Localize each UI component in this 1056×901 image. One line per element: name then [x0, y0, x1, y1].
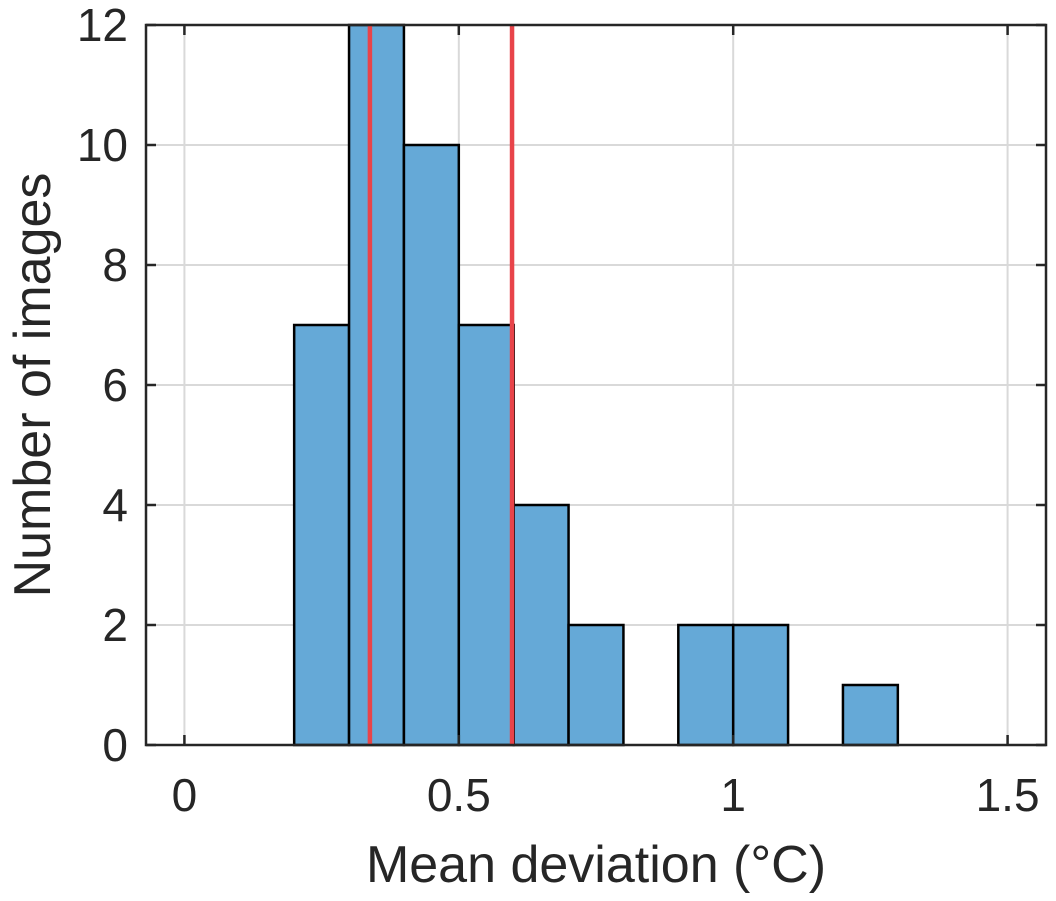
histogram-bar-2	[402, 143, 461, 747]
histogram-bar-5	[567, 623, 625, 747]
axis-ticks	[146, 23, 1046, 747]
y-tick-label-5: 10	[77, 119, 128, 171]
histogram-bar-7	[731, 623, 790, 747]
y-axis-label: Number of images	[4, 173, 62, 598]
histogram-bars	[292, 23, 900, 747]
x-tick-label-1: 0.5	[427, 769, 491, 821]
x-tick-label-0: 0	[172, 769, 198, 821]
y-tick-label-0: 0	[102, 719, 128, 771]
y-tick-labels: 0 2 4 6 8 10 12	[77, 0, 128, 771]
histogram-bar-8	[841, 683, 900, 747]
x-tick-label-3: 1.5	[976, 769, 1040, 821]
y-tick-label-6: 12	[77, 0, 128, 51]
histogram-bar-1	[347, 23, 406, 747]
histogram-bar-4	[512, 503, 570, 747]
x-tick-labels: 0 0.5 1 1.5	[172, 769, 1040, 821]
y-tick-label-4: 8	[102, 239, 128, 291]
x-axis-label: Mean deviation (°C)	[366, 836, 826, 894]
x-tick-label-2: 1	[720, 769, 746, 821]
reference-lines	[367, 25, 515, 745]
y-tick-label-3: 6	[102, 359, 128, 411]
y-tick-label-1: 2	[102, 599, 128, 651]
histogram-bar-0	[292, 323, 351, 747]
y-tick-label-2: 4	[102, 479, 128, 531]
histogram-bar-6	[677, 623, 735, 747]
histogram-bar-3	[457, 323, 515, 747]
